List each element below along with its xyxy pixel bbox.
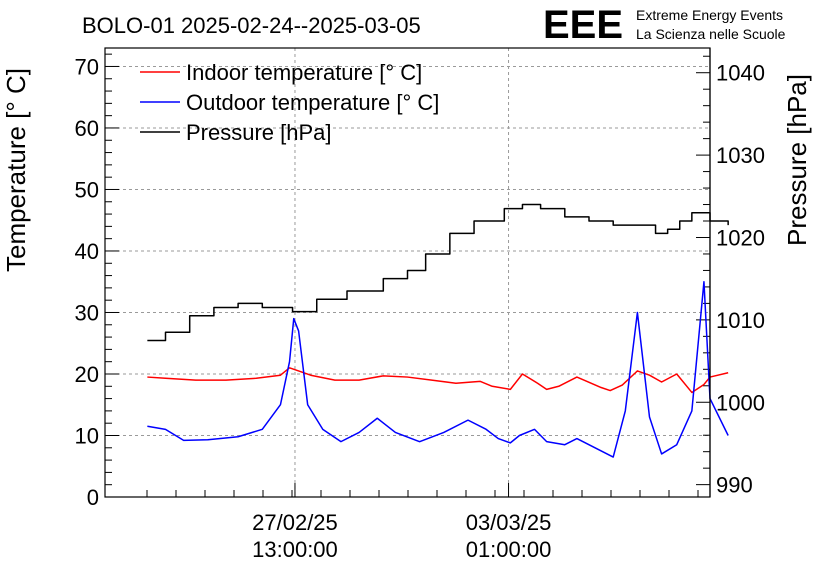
y2-tick-label: 1000 xyxy=(716,390,765,415)
y2-tick-label: 1030 xyxy=(716,143,765,168)
series-line-pressure xyxy=(147,203,729,342)
legend-label-outdoor: Outdoor temperature [° C] xyxy=(186,90,439,115)
y-tick-label: 40 xyxy=(75,239,99,264)
y-tick-label: 50 xyxy=(75,177,99,202)
legend-label-indoor: Indoor temperature [° C] xyxy=(186,60,422,85)
eee-logo: EEE xyxy=(543,3,623,47)
y-tick-label: 0 xyxy=(87,485,99,510)
data-series xyxy=(147,203,729,458)
series-line-indoor xyxy=(147,367,729,394)
series-line-outdoor xyxy=(147,280,729,458)
grid-lines xyxy=(105,48,710,497)
y-tick-label: 30 xyxy=(75,300,99,325)
y-tick-label: 70 xyxy=(75,54,99,79)
eee-logo-caption-2: La Scienza nelle Scuole xyxy=(636,26,786,42)
legend-label-pressure: Pressure [hPa] xyxy=(186,120,332,145)
y-tick-label: 20 xyxy=(75,362,99,387)
y2-tick-label: 1040 xyxy=(716,61,765,86)
eee-logo-caption-1: Extreme Energy Events xyxy=(636,7,783,23)
x-tick-label-time: 01:00:00 xyxy=(466,537,552,562)
legend: Indoor temperature [° C] Outdoor tempera… xyxy=(140,60,439,145)
y2-tick-label: 1010 xyxy=(716,308,765,333)
chart-title: BOLO-01 2025-02-24--2025-03-05 xyxy=(82,13,421,38)
x-tick-label-date: 27/02/25 xyxy=(252,510,338,535)
x-tick-label-date: 03/03/25 xyxy=(466,510,552,535)
x-tick-label-time: 13:00:00 xyxy=(252,537,338,562)
y-tick-label: 60 xyxy=(75,116,99,141)
y-tick-label: 10 xyxy=(75,423,99,448)
axis-ticks: 0102030405060709901000101010201030104027… xyxy=(75,53,765,562)
y-axis-label: Temperature [° C] xyxy=(1,68,31,272)
y2-tick-label: 1020 xyxy=(716,225,765,250)
y2-axis-label: Pressure [hPa] xyxy=(782,74,812,246)
y2-tick-label: 990 xyxy=(716,473,753,498)
